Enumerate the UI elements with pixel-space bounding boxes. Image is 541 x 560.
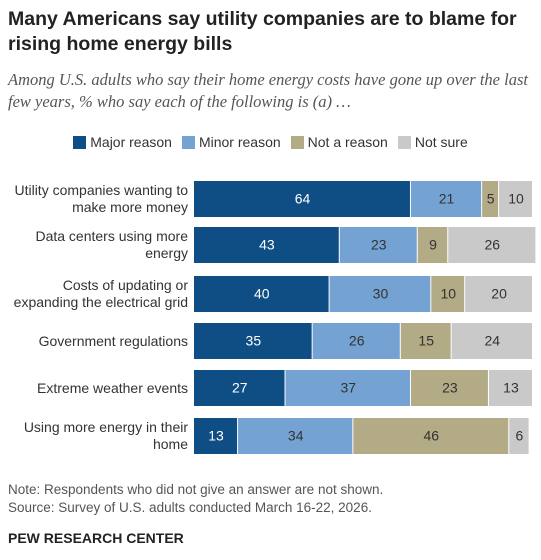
chart-title: Many Americans say utility companies are… — [8, 8, 517, 55]
bar-segment — [509, 418, 529, 454]
legend-label: Not sure — [414, 134, 468, 150]
category-label: Utility companies wanting to make more m… — [14, 182, 188, 215]
legend-label: Minor reason — [198, 134, 281, 150]
category-label: Using more energy in their home — [23, 419, 188, 452]
bar-segment — [431, 276, 465, 312]
bar-segment — [400, 323, 451, 359]
value-label: 10 — [508, 191, 524, 207]
bar-segment — [410, 370, 488, 406]
bar-segment — [417, 227, 448, 263]
value-label: 30 — [373, 286, 389, 302]
bar-segment — [194, 370, 285, 406]
bar-segment — [329, 276, 431, 312]
value-label: 34 — [288, 428, 304, 444]
chart-subtitle: Among U.S. adults who say their home ene… — [8, 70, 528, 111]
value-label: 21 — [439, 191, 455, 207]
bar-segment — [238, 418, 353, 454]
value-label: 37 — [340, 380, 356, 396]
value-label: 13 — [208, 428, 224, 444]
bar-segment — [194, 276, 329, 312]
bar-segment — [488, 370, 532, 406]
value-label: 35 — [246, 333, 262, 349]
legend-swatch — [181, 135, 195, 149]
bar-segment — [499, 181, 532, 217]
bar-segment — [353, 418, 509, 454]
note: Source: Survey of U.S. adults conducted … — [8, 500, 372, 515]
value-label: 10 — [440, 286, 456, 302]
category-label: Data centers using more energy — [35, 228, 188, 261]
bar-segment — [448, 227, 536, 263]
legend-swatch — [290, 135, 304, 149]
legend-label: Major reason — [90, 134, 172, 150]
value-label: 20 — [491, 286, 507, 302]
category-label: Government regulations — [38, 332, 188, 349]
bar-segment — [285, 370, 410, 406]
value-label: 5 — [487, 191, 495, 207]
bar-segment — [451, 323, 532, 359]
bar-segment — [465, 276, 532, 312]
legend-item: Major reason — [73, 134, 172, 150]
note: Note: Respondents who did not give an an… — [8, 482, 384, 497]
legend: Major reason Minor reason Not a reason Not … — [0, 134, 541, 150]
value-label: 13 — [503, 380, 519, 396]
value-label: 64 — [295, 191, 311, 207]
bar-segment — [194, 227, 339, 263]
legend-item: Minor reason — [181, 134, 281, 150]
value-label: 9 — [429, 237, 437, 253]
bar-segment — [194, 418, 238, 454]
value-label: 46 — [424, 428, 440, 444]
value-label: 24 — [485, 333, 501, 349]
bar-segment — [339, 227, 417, 263]
value-label: 40 — [254, 286, 270, 302]
value-label: 26 — [485, 237, 501, 253]
legend-item: Not a reason — [290, 134, 388, 150]
value-label: 27 — [232, 380, 248, 396]
category-label: Extreme weather events — [37, 379, 188, 396]
value-label: 15 — [418, 333, 434, 349]
value-label: 26 — [349, 333, 365, 349]
bar-segment — [482, 181, 499, 217]
bar-segment — [194, 323, 312, 359]
value-label: 23 — [371, 237, 387, 253]
legend-item: Not sure — [397, 134, 468, 150]
value-label: 43 — [259, 237, 275, 253]
value-label: 6 — [516, 428, 524, 444]
category-label: Costs of updating or expanding the elect… — [13, 277, 188, 310]
bar-segment — [410, 181, 482, 217]
legend-swatch — [397, 135, 411, 149]
source: PEW RESEARCH CENTER — [8, 530, 184, 546]
bar-segment — [194, 181, 410, 217]
legend-swatch — [73, 135, 87, 149]
value-label: 23 — [442, 380, 458, 396]
bar-segment — [312, 323, 400, 359]
legend-label: Not a reason — [307, 134, 388, 150]
